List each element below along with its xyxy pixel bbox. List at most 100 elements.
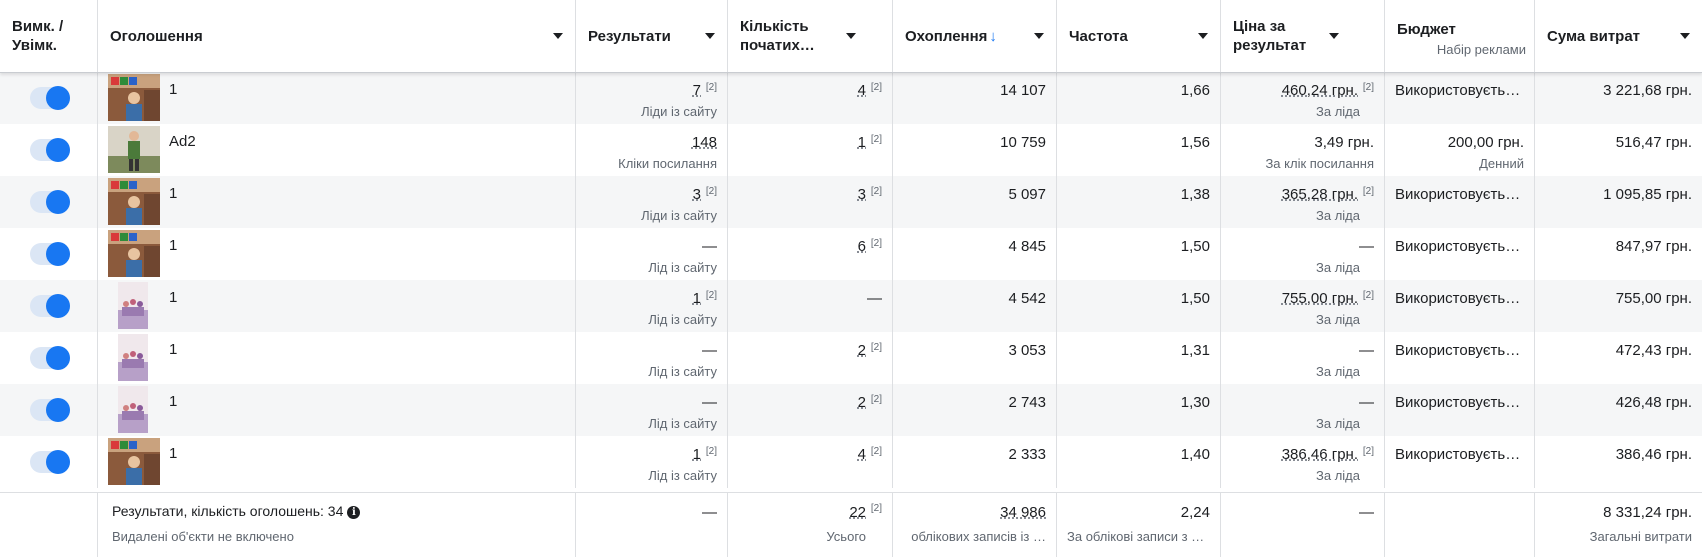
ad-name[interactable]: Ad2 (169, 133, 196, 150)
table-row[interactable]: 1 7 [2] Ліди із сайту 4 [2] 14 107 1,66 460,24 г… (0, 72, 1702, 124)
results-note: [2] (705, 446, 717, 457)
summary-initiated-sub: Усього (826, 529, 866, 544)
caret-down-icon[interactable] (553, 33, 563, 39)
ad-thumbnail[interactable] (118, 282, 148, 329)
info-icon[interactable]: i (347, 506, 361, 519)
budget-value[interactable]: Використовуєть… (1395, 342, 1521, 359)
table-row[interactable]: 1 — Лід із сайту 2 [2] 2 743 1,30 — За ліда Викор… (0, 384, 1702, 436)
results-type: Лід із сайту (648, 312, 717, 327)
table-row[interactable]: 1 1 [2] Лід із сайту — 4 542 1,50 755,00 грн. [2… (0, 280, 1702, 332)
ad-name[interactable]: 1 (169, 185, 178, 202)
reach-value: 3 053 (1008, 342, 1046, 359)
ad-thumbnail[interactable] (108, 74, 160, 121)
col-budget-header[interactable]: Бюджет Набір реклами (1385, 0, 1535, 72)
initiated-value[interactable]: 2 (857, 394, 866, 411)
table-row[interactable]: 1 1 [2] Лід із сайту 4 [2] 2 333 1,40 386,46 грн… (0, 436, 1702, 488)
budget-value[interactable]: Використовуєть… (1395, 394, 1521, 411)
budget-header-sub: Набір реклами (1436, 42, 1526, 57)
col-spent-header[interactable]: Сума витрат (1535, 0, 1702, 72)
cost-per-result-value[interactable]: 386,46 грн. (1281, 446, 1358, 463)
frequency-value: 1,31 (1180, 342, 1210, 359)
ad-name[interactable]: 1 (169, 445, 178, 462)
results-value[interactable]: 1 (692, 290, 701, 307)
toggle-knob (46, 346, 70, 370)
cost-per-result-value[interactable]: 755,00 грн. (1281, 290, 1358, 307)
summary-cost-per-result: — (1359, 504, 1374, 521)
results-value[interactable]: 148 (691, 134, 717, 151)
ad-status-toggle[interactable] (30, 294, 70, 318)
initiated-value[interactable]: 6 (857, 238, 866, 255)
results-value[interactable]: 7 (692, 82, 701, 99)
ad-name[interactable]: 1 (169, 341, 178, 358)
col-cost-per-result-header[interactable]: Ціна за результат (1221, 0, 1385, 72)
reach-value: 4 542 (1008, 290, 1046, 307)
cost-per-result-note: [2] (1362, 290, 1374, 301)
ad-thumbnail[interactable] (108, 178, 160, 225)
ad-status-toggle[interactable] (30, 450, 70, 474)
col-initiated-header[interactable]: Кількість початих… (728, 0, 893, 72)
initiated-value[interactable]: 1 (857, 134, 866, 151)
col-reach-header[interactable]: Охоплення ↓ (893, 0, 1057, 72)
ad-status-toggle[interactable] (30, 138, 70, 162)
table-row[interactable]: Ad2 148 Кліки посилання 1 [2] 10 759 1,56 3,49 … (0, 124, 1702, 176)
ad-name[interactable]: 1 (169, 237, 178, 254)
caret-down-icon[interactable] (1329, 33, 1339, 39)
initiated-note: [2] (870, 134, 882, 145)
spent-value: 516,47 грн. (1615, 134, 1692, 151)
caret-down-icon[interactable] (1680, 33, 1690, 39)
ad-status-toggle[interactable] (30, 242, 70, 266)
col-toggle-header[interactable]: Вимк. / Увімк. (0, 0, 98, 72)
caret-down-icon[interactable] (705, 33, 715, 39)
results-type: Ліди із сайту (641, 104, 717, 119)
ad-thumbnail[interactable] (108, 438, 160, 485)
initiated-value[interactable]: 4 (857, 82, 866, 99)
table-row[interactable]: 1 3 [2] Ліди із сайту 3 [2] 5 097 1,38 365,28 гр… (0, 176, 1702, 228)
initiated-value[interactable]: 3 (857, 186, 866, 203)
spent-value: 472,43 грн. (1615, 342, 1692, 359)
ad-thumbnail[interactable] (108, 126, 160, 173)
summary-initiated[interactable]: 22 (849, 504, 866, 521)
cost-per-result-type: За ліда (1316, 312, 1360, 327)
ad-name[interactable]: 1 (169, 393, 178, 410)
ad-name[interactable]: 1 (169, 81, 178, 98)
caret-down-icon[interactable] (846, 33, 856, 39)
budget-value: 200,00 грн. (1447, 134, 1524, 151)
ad-thumbnail[interactable] (118, 386, 148, 433)
initiated-value[interactable]: 4 (857, 446, 866, 463)
ad-thumbnail[interactable] (118, 334, 148, 381)
summary-reach[interactable]: 34 986 (1000, 504, 1046, 521)
summary-frequency-sub: За облікові записи з … (1067, 529, 1205, 544)
results-note: [2] (705, 290, 717, 301)
results-type: Лід із сайту (648, 416, 717, 431)
table-row[interactable]: 1 — Лід із сайту 6 [2] 4 845 1,50 — За ліда Викор… (0, 228, 1702, 280)
frequency-value: 1,38 (1180, 186, 1210, 203)
budget-value[interactable]: Використовуєть… (1395, 82, 1521, 99)
ad-name[interactable]: 1 (169, 289, 178, 306)
results-note: [2] (705, 186, 717, 197)
cost-per-result-value: 3,49 грн. (1314, 134, 1374, 151)
toggle-knob (46, 450, 70, 474)
frequency-value: 1,66 (1180, 82, 1210, 99)
caret-down-icon[interactable] (1198, 33, 1208, 39)
results-value[interactable]: 1 (692, 446, 701, 463)
budget-value[interactable]: Використовуєть… (1395, 186, 1521, 203)
sort-descending-icon[interactable]: ↓ (989, 27, 997, 45)
results-value[interactable]: 3 (692, 186, 701, 203)
ad-status-toggle[interactable] (30, 190, 70, 214)
budget-value[interactable]: Використовуєть… (1395, 290, 1521, 307)
ad-status-toggle[interactable] (30, 398, 70, 422)
cost-per-result-value[interactable]: 460,24 грн. (1281, 82, 1358, 99)
col-results-header[interactable]: Результати (576, 0, 728, 72)
caret-down-icon[interactable] (1034, 33, 1044, 39)
col-ad-header[interactable]: Оголошення (98, 0, 576, 72)
ad-thumbnail[interactable] (108, 230, 160, 277)
ad-status-toggle[interactable] (30, 346, 70, 370)
budget-value[interactable]: Використовуєть… (1395, 446, 1521, 463)
initiated-value[interactable]: 2 (857, 342, 866, 359)
col-frequency-header[interactable]: Частота (1057, 0, 1221, 72)
budget-value[interactable]: Використовуєть… (1395, 238, 1521, 255)
table-row[interactable]: 1 — Лід із сайту 2 [2] 3 053 1,31 — За ліда Викор… (0, 332, 1702, 384)
ad-status-toggle[interactable] (30, 86, 70, 110)
cost-per-result-value[interactable]: 365,28 грн. (1281, 186, 1358, 203)
